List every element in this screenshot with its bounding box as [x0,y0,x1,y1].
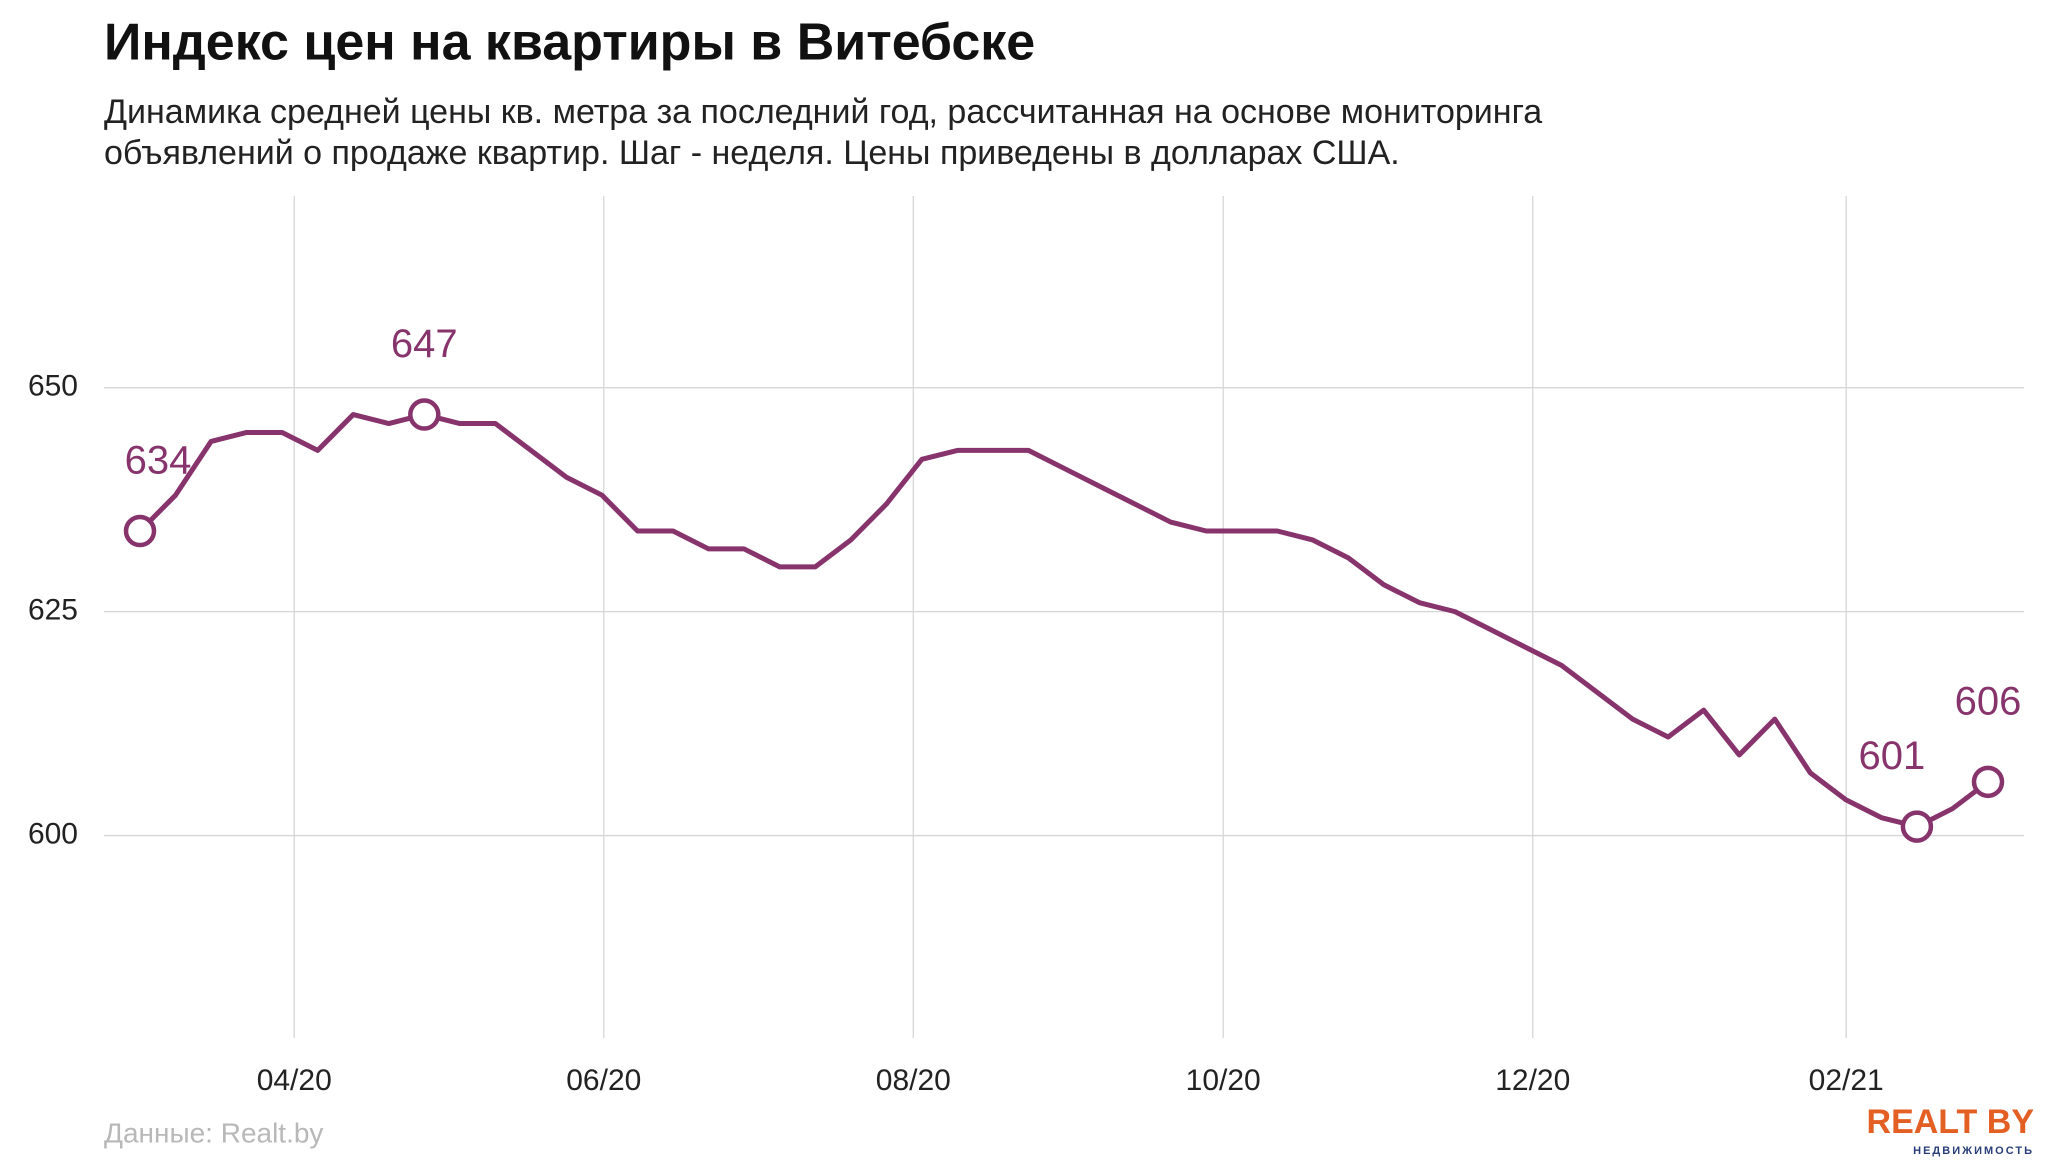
data-line [138,412,1990,830]
highlight-point [1900,810,1934,843]
x-tick-label: 10/20 [1186,1064,1261,1097]
x-tick-label: 08/20 [876,1064,951,1097]
x-tick-label: 02/21 [1809,1064,1884,1097]
x-tick-label: 04/20 [257,1064,332,1097]
chart-subtitle: Динамика средней цены кв. метра за после… [104,93,1542,131]
highlight-point [1971,765,2005,799]
source-note: Данные: Realt.by [104,1117,323,1148]
highlight-point [123,514,157,548]
chart-title: Индекс цен на квартиры в Витебске [104,14,1035,72]
y-tick-label: 600 [28,817,78,850]
x-tick-label: 12/20 [1495,1064,1570,1097]
logo: REALT BY [1867,1103,2035,1141]
highlight-point [408,398,441,431]
data-label: 606 [1955,679,2022,723]
data-label: 634 [125,439,192,483]
x-tick-label: 06/20 [566,1064,641,1097]
y-tick-label: 650 [28,370,78,403]
data-label: 647 [391,322,458,366]
y-tick-label: 625 [28,594,78,627]
chart-subtitle: объявлений о продаже квартир. Шаг - неде… [104,134,1400,172]
logo-tagline: НЕДВИЖИМОСТЬ [1913,1145,2034,1157]
data-label: 601 [1859,734,1926,778]
